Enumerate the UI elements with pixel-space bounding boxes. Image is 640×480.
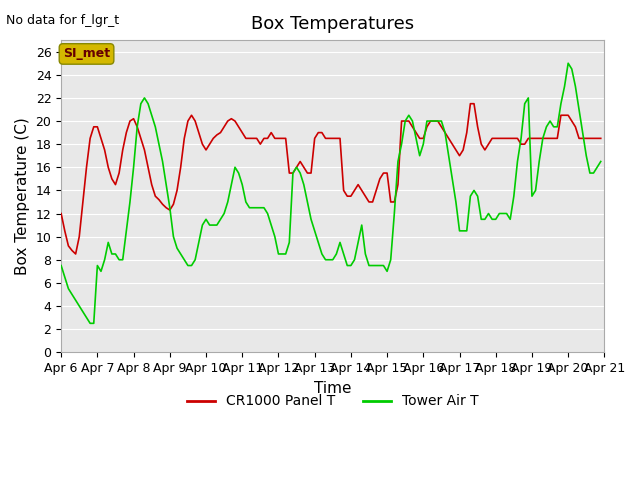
Text: No data for f_lgr_t: No data for f_lgr_t [6, 14, 120, 27]
Legend: CR1000 Panel T, Tower Air T: CR1000 Panel T, Tower Air T [182, 389, 484, 414]
Text: SI_met: SI_met [63, 48, 110, 60]
X-axis label: Time: Time [314, 381, 351, 396]
Title: Box Temperatures: Box Temperatures [252, 15, 414, 33]
Y-axis label: Box Temperature (C): Box Temperature (C) [15, 117, 30, 275]
